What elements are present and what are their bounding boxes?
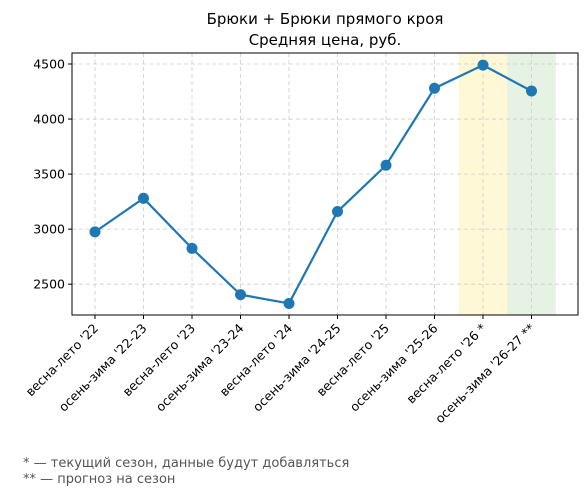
y-tick-label: 3500 (33, 167, 65, 182)
y-axis: 2500 3000 3500 4000 4500 (33, 57, 72, 292)
x-tick-label: осень-зима '23-24 (153, 320, 247, 414)
data-point (380, 159, 392, 171)
series-layer (89, 59, 537, 309)
grid-lines (72, 53, 578, 315)
y-tick-label: 4000 (33, 112, 65, 127)
highlight-band-current (458, 53, 508, 315)
x-tick-label: осень-зима '26-27 ** (432, 321, 538, 427)
x-tick-label: осень-зима '22-23 (56, 321, 150, 415)
data-point (332, 206, 343, 218)
data-point (235, 289, 246, 301)
data-point (526, 85, 537, 97)
data-point (283, 297, 295, 309)
data-point (138, 192, 149, 204)
data-point (186, 242, 198, 254)
y-tick-label: 2500 (33, 277, 65, 292)
y-tick-label: 3000 (33, 222, 65, 237)
x-tick-label: осень-зима '24-25 (250, 321, 344, 415)
data-point (429, 82, 440, 94)
footnote-current: * — текущий сезон, данные будут добавлят… (23, 456, 350, 471)
highlight-bands (458, 53, 556, 315)
data-point (477, 59, 489, 71)
chart-subtitle: Средняя цена, руб. (249, 31, 402, 49)
plot-frame (71, 52, 579, 316)
footnote-forecast: ** — прогноз на сезон (23, 472, 176, 487)
data-point (89, 226, 101, 238)
x-tick-label: осень-зима '25-26 (347, 320, 441, 414)
chart-title: Брюки + Брюки прямого кроя (207, 10, 444, 28)
y-tick-label: 4500 (33, 57, 65, 72)
series-line (94, 64, 533, 305)
